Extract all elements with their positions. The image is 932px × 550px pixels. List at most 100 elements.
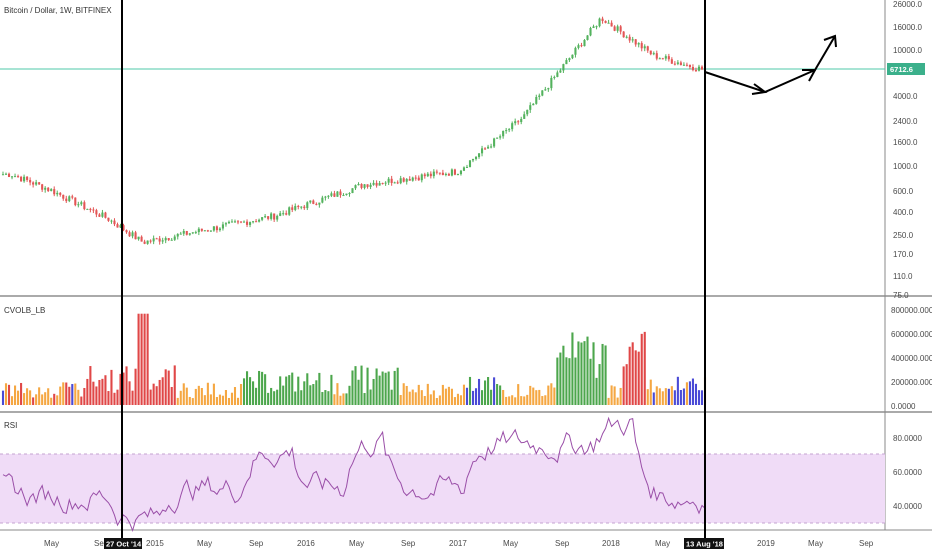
volume-bar <box>411 389 414 405</box>
volume-bar <box>601 343 604 405</box>
candle-body <box>35 182 38 185</box>
volume-bar <box>10 396 14 405</box>
candle-body <box>670 59 673 64</box>
candle-body <box>327 195 330 197</box>
candle-body <box>65 198 68 202</box>
price-tick: 75.0 <box>893 291 909 300</box>
volume-bar <box>164 369 167 405</box>
candle-body <box>685 64 688 66</box>
volume-bar <box>547 385 550 405</box>
candle-body <box>221 224 224 229</box>
candle-body <box>420 174 423 181</box>
volume-bar <box>517 384 520 405</box>
volume-bar <box>194 388 197 405</box>
volume-bar <box>74 383 77 405</box>
volume-bar <box>50 397 53 405</box>
candle-body <box>468 160 472 167</box>
volume-bar <box>131 390 134 405</box>
time-tick: 2019 <box>757 539 775 548</box>
volume-bar <box>375 368 378 405</box>
volume-bar <box>29 390 32 405</box>
volume-bar <box>673 390 676 405</box>
candle-body <box>417 177 420 181</box>
rsi-axis: 80.0000 60.0000 40.0000 <box>893 434 922 511</box>
candle-body <box>381 183 384 185</box>
candle-body <box>71 196 74 198</box>
volume-bar <box>77 389 80 405</box>
volume-bar <box>285 376 288 405</box>
price-tick: 26000.0 <box>893 0 922 9</box>
volume-bar <box>110 369 113 405</box>
volume-bar <box>200 388 203 405</box>
candle-body <box>273 213 276 220</box>
candle-body <box>342 195 345 197</box>
volume-bar <box>354 366 357 405</box>
volume-bar <box>56 395 59 405</box>
candle-body <box>116 224 119 228</box>
volume-bar <box>345 393 348 405</box>
volume-bar <box>227 397 231 405</box>
candle-body <box>405 178 408 182</box>
volume-bar <box>484 380 487 405</box>
candle-body <box>348 193 351 195</box>
volume-bar <box>538 389 541 405</box>
candle-body <box>203 230 206 232</box>
volume-bar <box>273 391 276 405</box>
volume-bar <box>420 390 423 405</box>
volume-bar <box>146 313 149 405</box>
candle-body <box>245 221 249 225</box>
candle-body <box>480 148 484 154</box>
volume-bar <box>71 384 74 405</box>
candle-body <box>137 236 140 240</box>
volume-bar <box>236 397 240 405</box>
candle-body <box>526 109 529 115</box>
volume-bar <box>167 370 170 405</box>
volume-bar <box>264 374 267 405</box>
candle-body <box>393 182 396 184</box>
volume-bar <box>212 383 215 405</box>
candle-body <box>4 173 8 175</box>
volume-bar <box>161 377 164 405</box>
volume-bar <box>333 394 336 405</box>
volume-bar <box>688 381 691 405</box>
volume-bar <box>297 376 300 405</box>
price-tick: 170.0 <box>893 250 914 259</box>
price-tick: 10000.0 <box>893 46 922 55</box>
volume-bar <box>92 381 95 405</box>
volume-bar <box>541 396 544 405</box>
volume-bar <box>441 384 444 405</box>
candle-body <box>643 46 646 49</box>
volume-bar <box>185 387 188 405</box>
volume-bar <box>348 385 351 405</box>
volume-tick: 600000.0000 <box>891 330 932 339</box>
candle-body <box>185 230 188 235</box>
volume-bar <box>574 357 577 405</box>
candle-body <box>435 171 438 173</box>
last-price-value: 6712.6 <box>890 65 913 74</box>
candle-body <box>242 221 246 223</box>
candle-body <box>559 70 562 73</box>
volume-tick: 400000.0000 <box>891 354 932 363</box>
volume-bar <box>562 345 565 405</box>
candle-body <box>408 178 411 181</box>
volume-bar <box>670 386 673 405</box>
volume-bar <box>399 395 402 405</box>
volume-axis: 800000.0000 600000.0000 400000.0000 2000… <box>891 306 932 411</box>
volume-bar <box>47 388 50 405</box>
volume-bar <box>230 392 234 405</box>
candle-body <box>128 232 131 237</box>
time-tick: May <box>503 539 518 548</box>
volume-bar <box>98 379 101 405</box>
volume-bar <box>249 377 252 405</box>
volume-bar <box>360 365 363 405</box>
volume-bar <box>116 389 119 405</box>
volume-bar <box>179 390 182 405</box>
price-axis: 26000.0 16000.0 10000.0 6000.0 4000.0 24… <box>893 0 922 300</box>
volume-bar <box>309 385 312 405</box>
candle-body <box>598 18 601 27</box>
volume-bar <box>613 386 616 405</box>
volume-bar <box>447 386 450 405</box>
volume-bar <box>339 395 342 405</box>
candle-body <box>158 238 161 242</box>
candle-body <box>197 228 200 233</box>
